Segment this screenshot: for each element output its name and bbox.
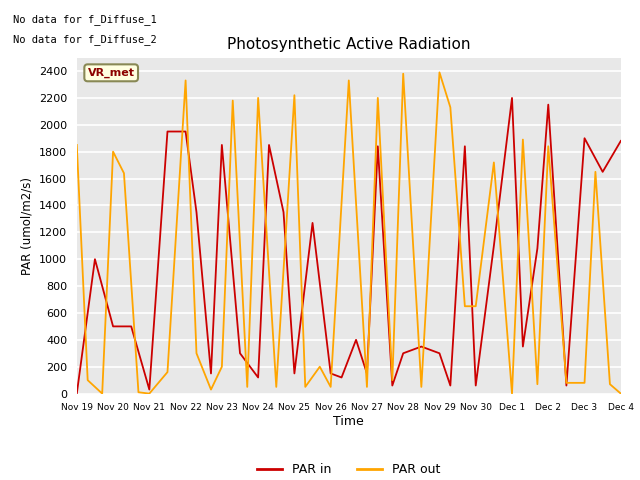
Line: PAR out: PAR out [77, 72, 621, 394]
PAR in [109, 324, 117, 329]
PAR in [374, 144, 381, 149]
PAR out [291, 92, 298, 98]
PAR out [436, 70, 444, 75]
PAR in [472, 383, 479, 388]
PAR out [207, 387, 215, 393]
PAR in [417, 344, 425, 349]
PAR out [218, 364, 226, 370]
PAR in [193, 209, 200, 215]
PAR in [519, 344, 527, 349]
PAR in [164, 129, 172, 134]
PAR in [254, 374, 262, 380]
PAR in [291, 371, 298, 376]
PAR in [338, 374, 346, 380]
PAR out [617, 391, 625, 396]
X-axis label: Time: Time [333, 415, 364, 428]
PAR in [617, 138, 625, 144]
PAR in [73, 391, 81, 396]
PAR out [399, 71, 407, 77]
PAR out [388, 377, 396, 383]
PAR in [236, 350, 244, 356]
PAR in [461, 144, 468, 149]
PAR in [265, 142, 273, 148]
PAR in [545, 102, 552, 108]
Text: No data for f_Diffuse_2: No data for f_Diffuse_2 [13, 34, 157, 45]
PAR out [461, 303, 468, 309]
PAR in [280, 209, 287, 215]
PAR in [327, 371, 335, 376]
PAR in [563, 383, 570, 388]
PAR in [182, 129, 189, 134]
PAR in [436, 350, 444, 356]
PAR out [327, 384, 335, 390]
PAR out [164, 369, 172, 375]
PAR out [99, 391, 106, 396]
PAR out [534, 381, 541, 387]
Title: Photosynthetic Active Radiation: Photosynthetic Active Radiation [227, 37, 470, 52]
PAR in [207, 371, 215, 376]
PAR out [316, 364, 324, 370]
PAR out [417, 384, 425, 390]
PAR in [352, 337, 360, 343]
PAR out [545, 144, 552, 149]
PAR out [345, 78, 353, 84]
PAR in [508, 95, 516, 101]
PAR out [363, 384, 371, 390]
PAR out [301, 384, 309, 390]
PAR out [447, 105, 454, 110]
PAR out [254, 95, 262, 101]
Legend: PAR in, PAR out: PAR in, PAR out [252, 458, 445, 480]
Line: PAR in: PAR in [77, 98, 621, 394]
PAR in [127, 324, 135, 329]
PAR in [145, 387, 153, 393]
PAR out [490, 159, 498, 165]
PAR out [84, 377, 92, 383]
PAR in [388, 383, 396, 388]
PAR out [134, 389, 142, 395]
PAR in [399, 350, 407, 356]
PAR in [534, 246, 541, 252]
PAR in [447, 383, 454, 388]
PAR out [508, 391, 516, 396]
PAR in [580, 135, 588, 141]
PAR in [218, 142, 226, 148]
PAR out [519, 137, 527, 143]
PAR in [308, 220, 316, 226]
PAR out [73, 142, 81, 148]
PAR out [145, 391, 153, 396]
PAR in [490, 243, 498, 249]
PAR out [472, 303, 479, 309]
PAR in [363, 371, 371, 376]
PAR out [109, 149, 117, 155]
PAR out [563, 380, 570, 386]
PAR out [606, 381, 614, 387]
PAR out [120, 170, 128, 176]
PAR out [374, 95, 381, 101]
PAR in [91, 256, 99, 262]
PAR out [591, 169, 599, 175]
Text: VR_met: VR_met [88, 68, 134, 78]
PAR in [599, 169, 607, 175]
PAR out [243, 384, 251, 390]
PAR out [580, 380, 588, 386]
PAR out [182, 78, 189, 84]
PAR out [193, 350, 200, 356]
Y-axis label: PAR (umol/m2/s): PAR (umol/m2/s) [20, 177, 33, 275]
PAR out [229, 98, 237, 104]
PAR out [273, 384, 280, 390]
Text: No data for f_Diffuse_1: No data for f_Diffuse_1 [13, 14, 157, 25]
